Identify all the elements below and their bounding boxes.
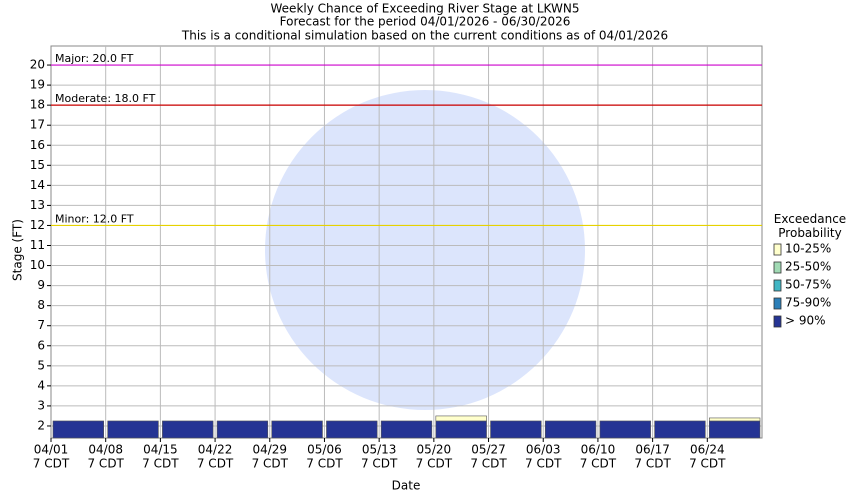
legend-label: 50-75% (785, 278, 831, 292)
bar-segment (107, 420, 159, 439)
chart-title: Weekly Chance of Exceeding River Stage a… (271, 2, 580, 16)
y-tick-label: 15 (30, 158, 45, 172)
legend-swatch (773, 261, 782, 274)
legend-label: > 90% (785, 314, 826, 328)
y-tick-label: 17 (30, 118, 45, 132)
bar-segment (544, 420, 597, 439)
threshold-label: Minor: 12.0 FT (55, 212, 134, 225)
bar-segment (162, 420, 214, 439)
y-tick-label: 6 (37, 338, 45, 352)
x-tick-label: 04/15 (143, 443, 178, 457)
x-tick-sublabel: 7 CDT (252, 457, 289, 471)
x-tick-sublabel: 7 CDT (580, 457, 617, 471)
legend-swatch (773, 279, 782, 292)
y-tick-label: 5 (37, 358, 45, 372)
x-tick-label: 04/01 (34, 443, 69, 457)
bar-segment (435, 415, 487, 422)
y-tick-label: 2 (37, 418, 45, 432)
x-tick-sublabel: 7 CDT (470, 457, 507, 471)
x-tick-sublabel: 7 CDT (142, 457, 179, 471)
y-tick-label: 14 (30, 178, 45, 192)
legend-swatch (773, 315, 782, 328)
y-tick-label: 10 (30, 258, 45, 272)
bar-segment (52, 420, 104, 439)
threshold-label: Moderate: 18.0 FT (55, 92, 156, 105)
bar-segment (271, 420, 323, 439)
x-tick-label: 05/27 (471, 443, 506, 457)
x-tick-label: 06/03 (526, 443, 561, 457)
y-tick-label: 18 (30, 98, 45, 112)
y-axis-label: Stage (FT) (11, 219, 25, 281)
x-tick-sublabel: 7 CDT (689, 457, 726, 471)
x-tick-sublabel: 7 CDT (416, 457, 453, 471)
x-tick-sublabel: 7 CDT (634, 457, 671, 471)
watermark (265, 90, 585, 410)
x-tick-label: 04/29 (252, 443, 287, 457)
x-tick-label: 04/08 (88, 443, 123, 457)
legend-label: 10-25% (785, 242, 831, 256)
bar-segment (709, 417, 761, 422)
legend-swatch (773, 243, 782, 256)
y-tick-label: 13 (30, 198, 45, 212)
x-tick-label: 06/24 (690, 443, 725, 457)
y-tick-label: 4 (37, 378, 45, 392)
bar-segment (326, 420, 378, 439)
bar-segment (599, 420, 651, 439)
bar-segment (435, 420, 487, 439)
x-axis-label: Date (392, 479, 421, 493)
x-tick-sublabel: 7 CDT (525, 457, 562, 471)
chart-note: This is a conditional simulation based o… (181, 29, 668, 43)
x-tick-label: 06/10 (581, 443, 616, 457)
threshold-label: Major: 20.0 FT (55, 52, 134, 65)
legend-title: Exceedance Probability (774, 212, 846, 240)
legend-swatch (773, 297, 782, 310)
y-tick-label: 19 (30, 78, 45, 92)
y-tick-label: 11 (30, 238, 45, 252)
legend-label: 75-90% (785, 296, 831, 310)
bar-segment (216, 420, 269, 439)
x-tick-sublabel: 7 CDT (33, 457, 70, 471)
y-tick-label: 7 (37, 318, 45, 332)
x-tick-sublabel: 7 CDT (306, 457, 343, 471)
legend-label: 25-50% (785, 260, 831, 274)
x-tick-sublabel: 7 CDT (197, 457, 234, 471)
bar-segment (490, 420, 542, 439)
bar-segment (709, 420, 761, 439)
x-tick-sublabel: 7 CDT (361, 457, 398, 471)
x-tick-label: 05/06 (307, 443, 342, 457)
y-tick-label: 3 (37, 398, 45, 412)
x-tick-label: 06/17 (635, 443, 670, 457)
x-tick-label: 04/22 (198, 443, 233, 457)
y-tick-label: 20 (30, 58, 45, 72)
x-tick-label: 05/13 (362, 443, 397, 457)
chart-subtitle: Forecast for the period 04/01/2026 - 06/… (280, 15, 571, 29)
y-tick-label: 16 (30, 138, 45, 152)
y-tick-label: 8 (37, 298, 45, 312)
bar-segment (654, 420, 706, 439)
x-tick-label: 05/20 (417, 443, 452, 457)
y-tick-label: 12 (30, 218, 45, 232)
y-tick-label: 9 (37, 278, 45, 292)
bar-segment (380, 420, 433, 439)
x-tick-sublabel: 7 CDT (87, 457, 124, 471)
